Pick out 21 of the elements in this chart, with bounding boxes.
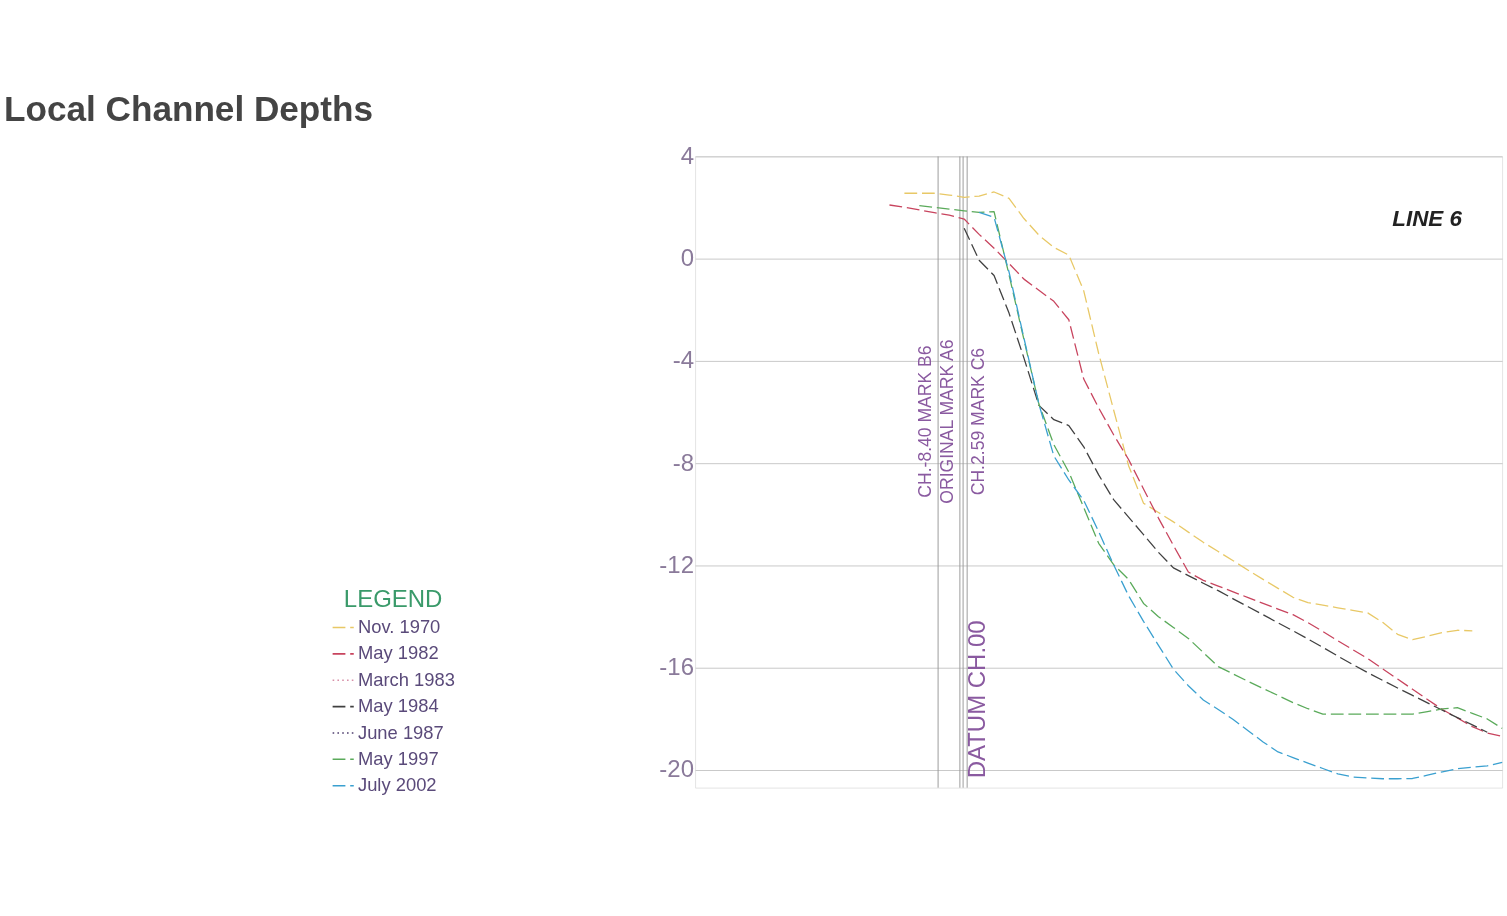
legend-title: LEGEND — [343, 585, 443, 613]
annotation: CH.2.59 MARK C6 — [967, 347, 988, 496]
legend-label: May 1997 — [357, 747, 439, 769]
y-tick-label: -16 — [659, 653, 694, 681]
y-tick-label: -12 — [659, 550, 694, 578]
y-tick-label: 0 — [680, 244, 694, 272]
annotation: CH.-8.40 MARK B6 — [914, 345, 935, 498]
y-tick-label: -20 — [659, 755, 694, 783]
y-tick-label: -8 — [672, 448, 694, 476]
legend-label: March 1983 — [357, 668, 455, 690]
legend-label: June 1987 — [357, 721, 444, 743]
annotation: ORIGINAL MARK A6 — [936, 339, 957, 504]
legend-label: May 1982 — [357, 642, 439, 664]
y-tick-label: -4 — [672, 346, 694, 374]
annotation: DATUM CH.00 — [963, 620, 991, 779]
legend-label: May 1984 — [357, 695, 439, 717]
y-tick-label: 4 — [680, 142, 694, 170]
legend-label: Nov. 1970 — [357, 616, 441, 638]
annotation: LINE 6 — [1392, 205, 1463, 231]
text: Local Channel Depths — [4, 89, 374, 129]
legend-label: July 2002 — [357, 774, 437, 796]
